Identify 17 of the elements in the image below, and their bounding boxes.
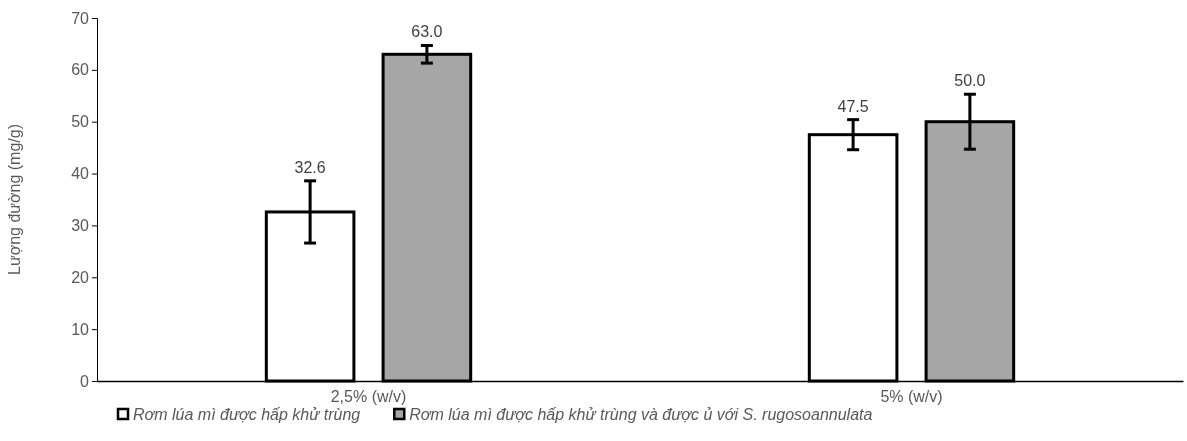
y-tick-label: 10 [71, 320, 90, 338]
y-tick-label: 40 [71, 165, 90, 183]
y-tick-label: 50 [71, 113, 90, 131]
legend-label: Rơm lúa mì được hấp khử trùng [133, 406, 361, 423]
y-tick-label: 0 [80, 372, 90, 390]
y-tick-label: 30 [71, 217, 90, 235]
data-label: 50.0 [954, 72, 986, 90]
x-tick-label: 5% (w/v) [880, 387, 943, 405]
data-label: 32.6 [294, 158, 326, 176]
y-tick-label: 20 [71, 268, 90, 286]
x-tick-label: 2,5% (w/v) [330, 387, 407, 405]
y-tick-label: 70 [71, 9, 90, 27]
data-label: 63.0 [411, 23, 443, 41]
y-tick-label: 60 [71, 61, 90, 79]
data-label: 47.5 [837, 97, 869, 115]
legend-label: Rơm lúa mì được hấp khử trùng và được ủ với S. rugosoannulata [409, 406, 873, 423]
y-axis-title: Lượng đường (mg/g) [6, 124, 23, 275]
